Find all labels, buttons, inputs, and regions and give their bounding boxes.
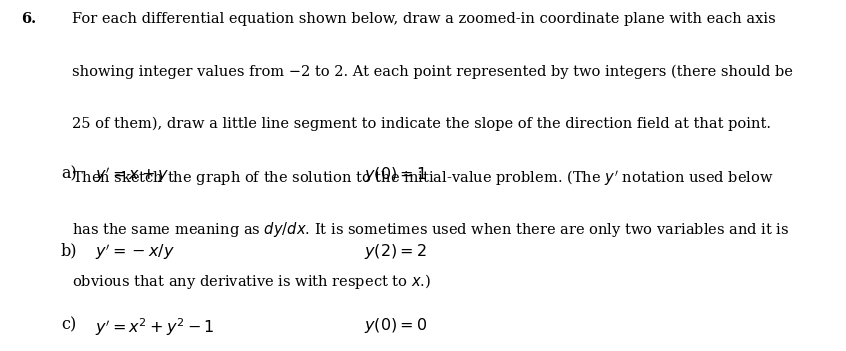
Text: For each differential equation shown below, draw a zoomed-in coordinate plane wi: For each differential equation shown bel… <box>72 12 776 26</box>
Text: $y' = x^2 + y^2 - 1$: $y' = x^2 + y^2 - 1$ <box>95 316 214 338</box>
Text: 6.: 6. <box>21 12 36 26</box>
Text: $y' = -x/y$: $y' = -x/y$ <box>95 242 174 263</box>
Text: b): b) <box>61 242 78 259</box>
Text: a): a) <box>61 165 77 182</box>
Text: c): c) <box>61 316 76 333</box>
Text: $y(0) = 1$: $y(0) = 1$ <box>364 165 426 184</box>
Text: 25 of them), draw a little line segment to indicate the slope of the direction f: 25 of them), draw a little line segment … <box>72 116 771 131</box>
Text: $y(2) = 2$: $y(2) = 2$ <box>364 242 426 261</box>
Text: has the same meaning as $dy/dx$. It is sometimes used when there are only two va: has the same meaning as $dy/dx$. It is s… <box>72 220 789 239</box>
Text: showing integer values from −2 to 2. At each point represented by two integers (: showing integer values from −2 to 2. At … <box>72 64 793 79</box>
Text: $y' = x + y$: $y' = x + y$ <box>95 165 169 185</box>
Text: $y(0) = 0$: $y(0) = 0$ <box>364 316 427 335</box>
Text: obvious that any derivative is with respect to $x$.): obvious that any derivative is with resp… <box>72 272 431 291</box>
Text: Then sketch the graph of the solution to the initial-value problem. (The $y'$ no: Then sketch the graph of the solution to… <box>72 168 773 188</box>
